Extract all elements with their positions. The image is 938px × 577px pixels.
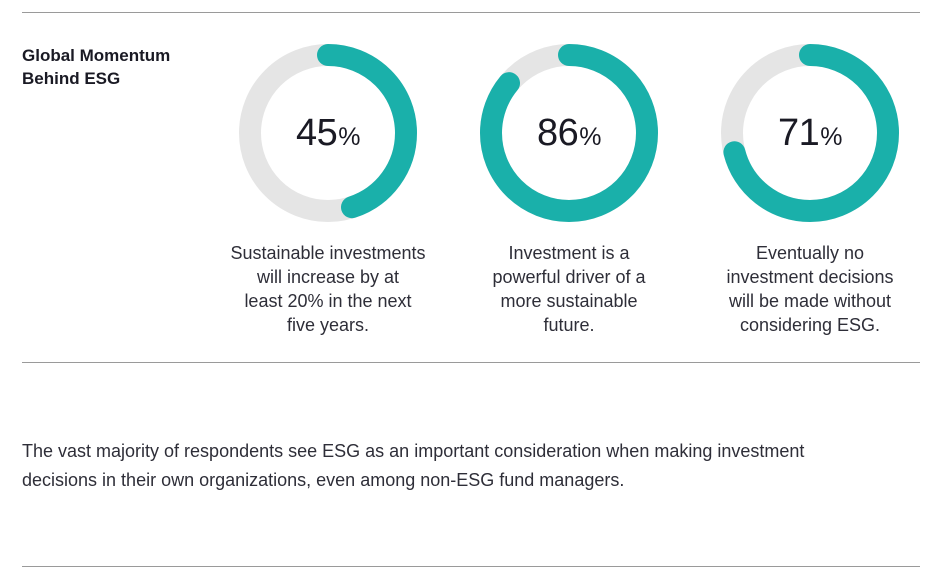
donut-2-value: 86	[536, 111, 579, 154]
top-divider	[22, 12, 920, 13]
donut-3-value-label: 71%	[720, 43, 900, 223]
donut-1-value-label: 45%	[238, 43, 418, 223]
donut-chart-1: 45%	[238, 43, 418, 223]
chart-title-line-2: Behind ESG	[22, 69, 121, 88]
donut-3-caption: Eventually no investment decisions will …	[690, 241, 930, 337]
donut-3-caption-line-1: Eventually no	[755, 243, 865, 263]
donut-2-caption-line-3: more sustainable	[500, 291, 638, 311]
chart-title-line-1: Global Momentum	[22, 46, 171, 65]
summary-line-1: The vast majority of respondents see ESG…	[22, 441, 805, 461]
donut-1-unit: %	[338, 122, 360, 151]
donut-1-caption-line-4: five years.	[286, 315, 370, 335]
donut-3-value: 71	[777, 111, 820, 154]
donut-3-unit: %	[820, 122, 842, 151]
donut-1-arc	[239, 44, 417, 222]
middle-divider	[22, 362, 920, 363]
donut-3-svg	[721, 44, 899, 222]
chart-title: Global Momentum Behind ESG	[22, 44, 222, 90]
donut-2-caption-line-2: powerful driver of a	[492, 267, 646, 287]
donut-1-caption: Sustainable investments will increase by…	[208, 241, 448, 337]
donut-2-svg	[480, 44, 658, 222]
donut-chart-3: 71%	[720, 43, 900, 223]
summary-paragraph: The vast majority of respondents see ESG…	[22, 437, 922, 495]
donut-3-caption-line-3: will be made without	[728, 291, 892, 311]
donut-1-svg	[239, 44, 417, 222]
donut-1-value: 45	[295, 111, 338, 154]
donut-1-caption-line-3: least 20% in the next	[244, 291, 412, 311]
donut-2-caption-line-1: Investment is a	[508, 243, 630, 263]
donut-2-unit: %	[579, 122, 601, 151]
donut-1-caption-line-2: will increase by at	[256, 267, 400, 287]
donut-2-value-label: 86%	[479, 43, 659, 223]
donut-2-caption: Investment is a powerful driver of a mor…	[449, 241, 689, 337]
summary-line-2: decisions in their own organizations, ev…	[22, 470, 625, 490]
donut-3-caption-line-4: considering ESG.	[739, 315, 881, 335]
bottom-divider	[22, 566, 920, 567]
donut-1-caption-line-1: Sustainable investments	[230, 243, 426, 263]
donut-2-caption-line-4: future.	[543, 315, 595, 335]
donut-chart-2: 86%	[479, 43, 659, 223]
donut-3-caption-line-2: investment decisions	[726, 267, 894, 287]
donut-2-arc	[480, 44, 658, 222]
donut-3-arc	[721, 44, 899, 222]
